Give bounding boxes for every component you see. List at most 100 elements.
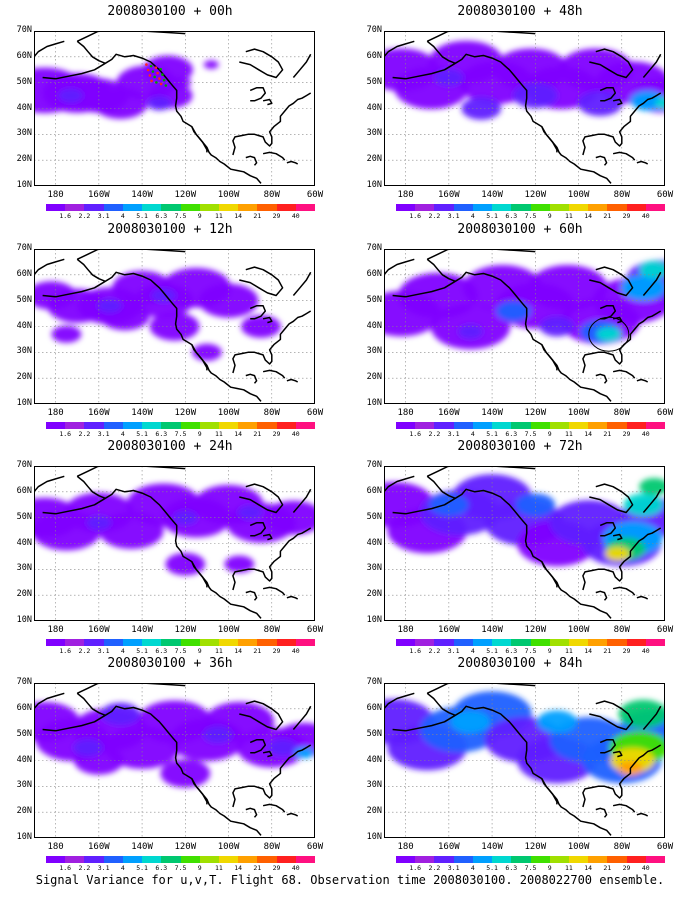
colorbar-swatch: [238, 856, 258, 863]
colorbar-label: 11: [215, 212, 223, 220]
colorbar-swatch: [453, 422, 473, 429]
colorbar-swatch: [142, 639, 162, 646]
colorbar-label: 4: [120, 864, 125, 872]
colorbar-label: 1.6: [409, 212, 422, 220]
longitude-label: 80W: [263, 842, 280, 852]
coastline: [191, 344, 208, 371]
colorbar-label: 3.1: [447, 647, 460, 655]
colorbar-swatch: [257, 204, 277, 211]
colorbar-swatch: [199, 204, 219, 211]
colorbar-label: 29: [622, 430, 631, 438]
latitude-label: 50N: [16, 728, 32, 739]
colorbar-label: 21: [253, 212, 262, 220]
variance-contour: [202, 726, 233, 744]
observation-point: [164, 84, 168, 87]
longitude-label: 60W: [306, 408, 324, 418]
colorbar-swatch: [588, 204, 608, 211]
variance-contour: [97, 298, 123, 313]
colorbar-swatch: [142, 204, 162, 211]
colorbar-swatch: [65, 422, 85, 429]
colorbar-swatch: [588, 639, 608, 646]
colorbar-swatch: [472, 639, 493, 646]
colorbar-swatch: [607, 856, 627, 863]
latitude-label: 30N: [16, 563, 32, 574]
colorbar-label: 14: [234, 212, 243, 220]
colorbar-swatch: [472, 856, 493, 863]
longitude-label: 80W: [613, 408, 630, 418]
colorbar-label: 4: [470, 647, 475, 655]
latitude-label: 20N: [366, 589, 382, 600]
observation-point: [150, 79, 153, 83]
colorbar-swatch: [607, 422, 627, 429]
colorbar-swatch: [276, 856, 296, 863]
colorbar-swatch: [396, 422, 416, 429]
coastline: [292, 271, 312, 296]
coastline: [42, 488, 262, 619]
colorbar-label: 7.5: [524, 430, 537, 438]
coastline: [392, 53, 612, 184]
map-panel: 2008030100 + 60h 70N 60N 50N 40N 30N 20N 10N 180…: [350, 218, 690, 438]
coastline: [384, 258, 415, 276]
coastline: [595, 155, 608, 166]
coastline: [245, 807, 258, 818]
map-panel: 2008030100 + 48h 70N 60N 50N 40N 30N 20N 10N 180…: [350, 0, 690, 220]
longitude-label: 160W: [438, 625, 460, 635]
colorbar-swatch: [199, 856, 219, 863]
longitude-label: 160W: [438, 408, 460, 418]
observation-point: [162, 78, 166, 82]
coastline: [239, 266, 284, 297]
coastline: [636, 378, 649, 383]
colorbar-label: 7.5: [174, 647, 187, 655]
coastline: [76, 692, 106, 716]
coastline: [595, 590, 608, 601]
colorbar-label: 1.6: [409, 864, 422, 872]
latitude-label: 10N: [366, 398, 382, 408]
colorbar-label: 40: [291, 212, 300, 220]
coastline: [541, 778, 558, 805]
colorbar-swatch: [568, 856, 589, 863]
longitude-label: 80W: [263, 190, 280, 200]
coastline: [249, 522, 267, 537]
coastline: [262, 586, 286, 596]
variance-contour: [596, 327, 622, 342]
longitude-label: 160W: [88, 842, 110, 852]
panel-title: 2008030100 + 00h: [107, 4, 233, 19]
coastline: [426, 466, 536, 477]
colorbar: [46, 639, 316, 646]
colorbar-label: 3.1: [97, 864, 110, 872]
colorbar-swatch: [122, 639, 143, 646]
colorbar-swatch: [511, 856, 531, 863]
coastline: [612, 586, 636, 596]
colorbar-label: 21: [603, 212, 612, 220]
observation-point: [156, 71, 159, 75]
colorbar-swatch: [122, 204, 143, 211]
colorbar-swatch: [180, 639, 200, 646]
variance-contour: [577, 90, 623, 117]
latitude-label: 60N: [366, 50, 382, 61]
variance-contour: [198, 283, 259, 318]
latitude-label: 60N: [16, 702, 32, 713]
panel-title: 2008030100 + 12h: [107, 222, 233, 237]
latitude-label: 10N: [16, 180, 32, 190]
coastline: [612, 533, 623, 541]
colorbar-swatch: [530, 639, 550, 646]
colorbar-swatch: [180, 204, 200, 211]
coastline: [76, 40, 106, 64]
longitude-label: 60W: [656, 842, 674, 852]
colorbar-swatch: [295, 422, 316, 429]
coastline: [642, 53, 662, 78]
colorbar-label: 14: [584, 212, 593, 220]
coastline: [636, 812, 649, 817]
colorbar-swatch: [453, 204, 473, 211]
colorbar-label: 2.2: [428, 212, 441, 220]
colorbar-label: 4: [120, 430, 125, 438]
latitude-label: 70N: [366, 677, 382, 687]
longitude-label: 140W: [481, 190, 503, 200]
colorbar-label: 14: [584, 647, 593, 655]
colorbar-swatch: [415, 422, 435, 429]
longitude-label: 100W: [567, 842, 590, 852]
latitude-label: 40N: [16, 320, 32, 331]
longitude-label: 80W: [613, 842, 630, 852]
coastline: [612, 98, 623, 106]
colorbar-swatch: [645, 422, 666, 429]
